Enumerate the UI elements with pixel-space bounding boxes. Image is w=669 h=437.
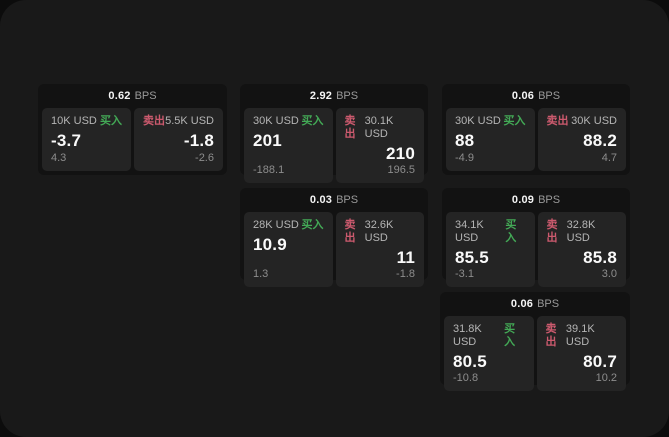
card-header: 0.09 BPS [442, 188, 630, 212]
buy-price: 80.5 [453, 352, 487, 371]
card-header: 0.62 BPS [38, 84, 227, 108]
sell-delta: 4.7 [601, 152, 617, 164]
buy-panel[interactable]: 34.1K USD 买入 85.5 -3.1 [446, 212, 535, 287]
sell-delta: -2.6 [195, 152, 214, 164]
card-header: 0.03 BPS [240, 188, 428, 212]
sell-price: -1.8 [183, 131, 214, 150]
buy-label: 买入 [100, 115, 122, 127]
sell-label: 卖出 [546, 219, 558, 244]
buy-panel[interactable]: 31.8K USD 买入 80.5 -10.8 [444, 316, 534, 391]
sell-panel[interactable]: 卖出 30K USD 88.2 4.7 [537, 108, 626, 171]
buy-panel[interactable]: 30K USD 买入 88 -4.9 [446, 108, 535, 171]
bps-unit: BPS [134, 90, 157, 102]
sell-delta: -1.8 [396, 268, 415, 280]
sell-price: 210 [386, 144, 415, 163]
bps-value: 0.09 [511, 194, 535, 206]
sell-amount: 39.1K USD [565, 323, 595, 348]
buy-amount: 10K USD [51, 115, 97, 127]
buy-price: 10.9 [253, 235, 287, 254]
buy-label: 买入 [505, 219, 517, 244]
card-header: 2.92 BPS [240, 84, 428, 108]
bps-unit: BPS [336, 194, 359, 206]
sell-label: 卖出 [545, 323, 557, 348]
sell-price: 88.2 [583, 131, 617, 150]
quote-card: 0.09 BPS 34.1K USD 买入 85.5 -3.1 卖出 32.8K… [442, 188, 630, 287]
buy-delta: -10.8 [453, 372, 479, 384]
buy-panel[interactable]: 30K USD 买入 201 -188.1 [244, 108, 333, 183]
bps-value: 0.03 [309, 194, 333, 206]
sell-delta: 10.2 [595, 372, 617, 384]
buy-amount: 31.8K USD [453, 323, 482, 348]
quote-panels: 10K USD 买入 -3.7 4.3 卖出 5.5K USD -1.8 -2.… [38, 108, 227, 175]
buy-label: 买入 [301, 219, 324, 231]
sell-label: 卖出 [344, 219, 356, 244]
buy-delta: -4.9 [455, 152, 474, 164]
sell-label: 卖出 [143, 115, 165, 127]
quote-panels: 34.1K USD 买入 85.5 -3.1 卖出 32.8K USD 85.8… [442, 212, 630, 291]
buy-label: 买入 [503, 115, 526, 127]
sell-amount: 32.8K USD [566, 219, 596, 244]
sell-label: 卖出 [546, 115, 569, 127]
buy-amount: 28K USD [253, 219, 299, 231]
sell-delta: 3.0 [601, 268, 617, 280]
buy-delta: -188.1 [253, 164, 285, 176]
bps-unit: BPS [538, 90, 561, 102]
buy-amount: 30K USD [455, 115, 501, 127]
bps-unit: BPS [537, 298, 560, 310]
buy-delta: -3.1 [455, 268, 474, 280]
card-header: 0.06 BPS [440, 292, 630, 316]
sell-label: 卖出 [344, 115, 356, 140]
quote-card: 0.06 BPS 30K USD 买入 88 -4.9 卖出 30K USD 8… [442, 84, 630, 175]
bps-value: 2.92 [309, 90, 333, 102]
sell-panel[interactable]: 卖出 39.1K USD 80.7 10.2 [536, 316, 626, 391]
sell-panel[interactable]: 卖出 32.6K USD 11 -1.8 [335, 212, 424, 287]
sell-panel[interactable]: 卖出 30.1K USD 210 196.5 [335, 108, 424, 183]
sell-panel[interactable]: 卖出 32.8K USD 85.8 3.0 [537, 212, 626, 287]
bps-value: 0.06 [511, 90, 535, 102]
sell-amount: 32.6K USD [364, 219, 394, 244]
sell-amount: 5.5K USD [165, 115, 214, 127]
quote-panels: 30K USD 买入 201 -188.1 卖出 30.1K USD 210 1… [240, 108, 428, 187]
card-header: 0.06 BPS [442, 84, 630, 108]
buy-price: 88 [455, 131, 475, 150]
quote-panels: 28K USD 买入 10.9 1.3 卖出 32.6K USD 11 -1.8 [240, 212, 428, 291]
buy-delta: 4.3 [51, 152, 67, 164]
bps-unit: BPS [538, 194, 561, 206]
bps-value: 0.62 [108, 90, 131, 102]
buy-price: 201 [253, 131, 282, 150]
buy-panel[interactable]: 28K USD 买入 10.9 1.3 [244, 212, 333, 287]
quote-card: 0.62 BPS 10K USD 买入 -3.7 4.3 卖出 5.5K USD… [38, 84, 227, 175]
sell-amount: 30.1K USD [364, 115, 394, 140]
quote-panels: 30K USD 买入 88 -4.9 卖出 30K USD 88.2 4.7 [442, 108, 630, 175]
buy-price: 85.5 [455, 248, 489, 267]
buy-delta: 1.3 [253, 268, 269, 280]
sell-panel[interactable]: 卖出 5.5K USD -1.8 -2.6 [134, 108, 223, 171]
buy-label: 买入 [504, 323, 516, 348]
quote-card: 0.03 BPS 28K USD 买入 10.9 1.3 卖出 32.6K US… [240, 188, 428, 287]
sell-price: 80.7 [583, 352, 617, 371]
buy-label: 买入 [301, 115, 324, 127]
bps-value: 0.06 [510, 298, 534, 310]
quote-card: 2.92 BPS 30K USD 买入 201 -188.1 卖出 30.1K … [240, 84, 428, 183]
buy-price: -3.7 [51, 131, 82, 150]
sell-price: 85.8 [583, 248, 617, 267]
buy-amount: 30K USD [253, 115, 299, 127]
quote-panels: 31.8K USD 买入 80.5 -10.8 卖出 39.1K USD 80.… [440, 316, 630, 395]
buy-panel[interactable]: 10K USD 买入 -3.7 4.3 [42, 108, 131, 171]
sell-delta: 196.5 [387, 164, 415, 176]
buy-amount: 34.1K USD [455, 219, 484, 244]
bps-unit: BPS [336, 90, 359, 102]
sell-amount: 30K USD [571, 115, 617, 127]
quote-card: 0.06 BPS 31.8K USD 买入 80.5 -10.8 卖出 39.1… [440, 292, 630, 391]
sell-price: 11 [396, 248, 415, 267]
